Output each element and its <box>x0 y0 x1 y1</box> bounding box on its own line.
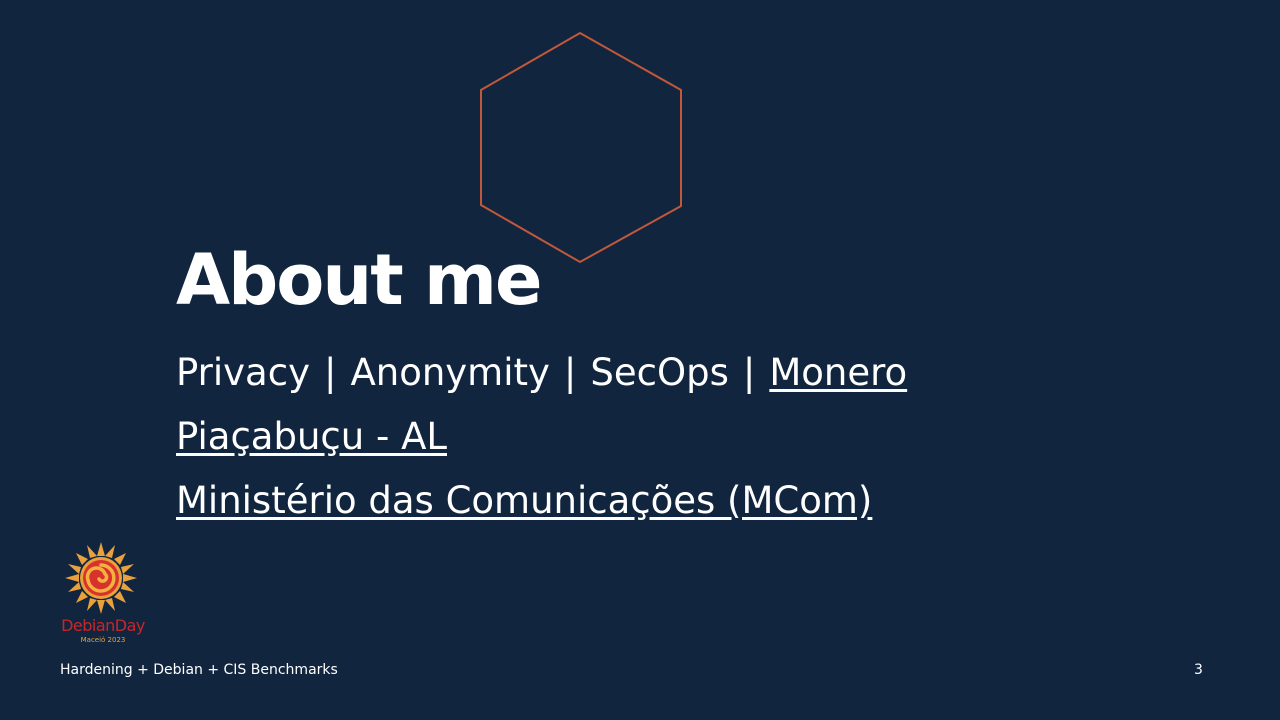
debian-swirl-sun-icon <box>65 542 137 614</box>
about-list: Privacy | Anonymity | SecOps | Monero Piaçabuç… <box>176 354 907 546</box>
location-link[interactable]: Piaçabuçu - AL <box>176 415 447 458</box>
separator: | <box>563 351 577 394</box>
interest-anonymity: Anonymity <box>350 351 550 394</box>
separator: | <box>323 351 337 394</box>
page-number: 3 <box>1194 662 1203 678</box>
employer-line: Ministério das Comunicações (MCom) <box>176 482 907 546</box>
location-line: Piaçabuçu - AL <box>176 418 907 482</box>
separator: | <box>742 351 756 394</box>
logo-subtitle: Maceió 2023 <box>80 636 126 644</box>
logo-name: DebianDay <box>61 616 145 635</box>
hexagon-outline <box>480 31 682 264</box>
slide-title: About me <box>176 239 542 321</box>
employer-link[interactable]: Ministério das Comunicações (MCom) <box>176 479 873 522</box>
interest-secops: SecOps <box>590 351 729 394</box>
footer-title: Hardening + Debian + CIS Benchmarks <box>60 662 338 678</box>
interest-privacy: Privacy <box>176 351 310 394</box>
interests-line: Privacy | Anonymity | SecOps | Monero <box>176 354 907 418</box>
debianday-logo: DebianDay Maceió 2023 <box>58 540 148 650</box>
monero-link[interactable]: Monero <box>769 351 908 394</box>
